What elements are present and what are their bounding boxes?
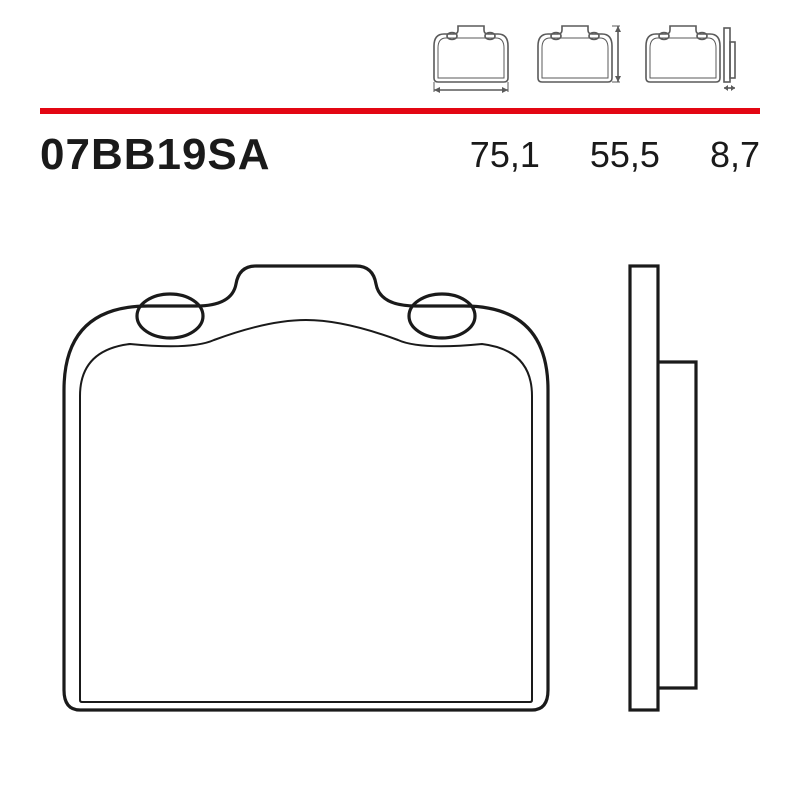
pad-thickness-icon bbox=[640, 22, 740, 94]
spec-row: 07BB19SA 75,1 55,5 8,7 bbox=[40, 130, 760, 180]
product-spec-card: 07BB19SA 75,1 55,5 8,7 bbox=[0, 0, 800, 800]
technical-drawing bbox=[40, 240, 760, 760]
side-view bbox=[630, 266, 696, 710]
pad-height-icon bbox=[532, 22, 622, 94]
dimension-values: 75,1 55,5 8,7 bbox=[470, 134, 760, 176]
pad-width-icon bbox=[428, 22, 514, 94]
front-view bbox=[64, 266, 548, 710]
dimension-icons-row bbox=[428, 22, 740, 94]
dim-width: 75,1 bbox=[470, 134, 540, 176]
dim-height: 55,5 bbox=[590, 134, 660, 176]
part-number: 07BB19SA bbox=[40, 130, 271, 180]
accent-divider bbox=[40, 108, 760, 114]
dim-thickness: 8,7 bbox=[710, 134, 760, 176]
